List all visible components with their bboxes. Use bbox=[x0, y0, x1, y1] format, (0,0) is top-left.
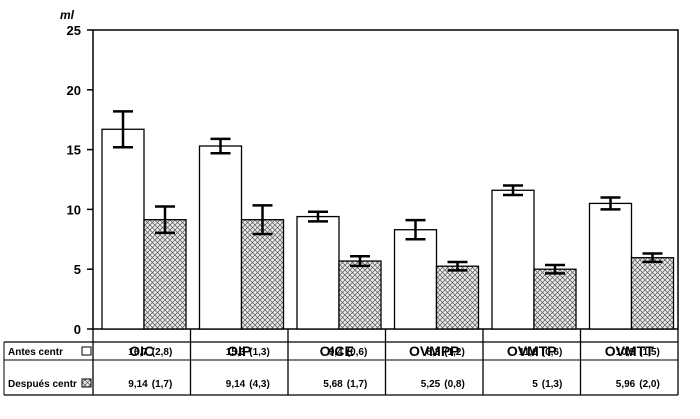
table-value: 11,6 bbox=[519, 347, 538, 358]
table-sd: (1,2) bbox=[444, 347, 465, 358]
legend-swatch bbox=[81, 346, 92, 356]
table-value: 5,96 bbox=[616, 379, 636, 390]
bar bbox=[101, 128, 145, 330]
table-value: 9,4 bbox=[329, 347, 343, 358]
y-tick-label: 20 bbox=[67, 83, 81, 98]
y-tick-label: 0 bbox=[74, 322, 81, 337]
x-category-label: OIP bbox=[227, 343, 251, 359]
table-sd: (1,7) bbox=[347, 379, 368, 390]
table-value: 16,7 bbox=[128, 347, 148, 358]
y-unit-label: ml bbox=[60, 8, 75, 22]
table-value: 8,3 bbox=[426, 347, 440, 358]
table-value: 10,5 bbox=[616, 347, 636, 358]
bar bbox=[198, 145, 243, 330]
bar bbox=[533, 268, 577, 330]
bar bbox=[143, 219, 187, 330]
bar bbox=[393, 229, 438, 330]
table-value: 5,68 bbox=[323, 379, 343, 390]
legend-label: Antes centr bbox=[8, 347, 63, 358]
bar bbox=[435, 265, 480, 330]
x-category-label: OVMTP bbox=[507, 343, 557, 359]
table-sd: (1,5) bbox=[639, 347, 660, 358]
table-value: 9,14 bbox=[128, 379, 148, 390]
table-sd: (1,3) bbox=[542, 379, 563, 390]
table-value: 15,3 bbox=[226, 347, 246, 358]
table-sd: (0,8) bbox=[444, 379, 465, 390]
table-value: 9,14 bbox=[226, 379, 246, 390]
x-category-label: OVMPP bbox=[409, 343, 460, 359]
y-tick-label: 10 bbox=[67, 202, 81, 217]
x-category-label: OIC bbox=[129, 343, 154, 359]
bar bbox=[296, 215, 340, 330]
table-sd: (2,0) bbox=[639, 379, 660, 390]
bar bbox=[588, 202, 633, 330]
y-tick-label: 15 bbox=[67, 143, 81, 158]
table-sd: (0,6) bbox=[542, 347, 563, 358]
x-category-label: OVMTT bbox=[605, 343, 654, 359]
bar bbox=[240, 219, 285, 330]
y-tick-label: 25 bbox=[67, 23, 81, 38]
table-sd: (4,3) bbox=[249, 379, 270, 390]
bar bbox=[338, 260, 382, 330]
table-sd: (1,7) bbox=[152, 379, 173, 390]
y-tick-label: 5 bbox=[74, 262, 81, 277]
bar bbox=[630, 257, 675, 330]
table-sd: (2,8) bbox=[152, 347, 173, 358]
legend-swatch bbox=[81, 378, 92, 388]
table-sd: (0,6) bbox=[347, 347, 368, 358]
table-sd: (1,3) bbox=[249, 347, 270, 358]
x-category-label: OICE bbox=[320, 343, 354, 359]
legend-label: Después centr bbox=[8, 379, 77, 390]
bar bbox=[491, 189, 535, 330]
table-value: 5,25 bbox=[421, 379, 441, 390]
table-value: 5 bbox=[532, 379, 538, 390]
